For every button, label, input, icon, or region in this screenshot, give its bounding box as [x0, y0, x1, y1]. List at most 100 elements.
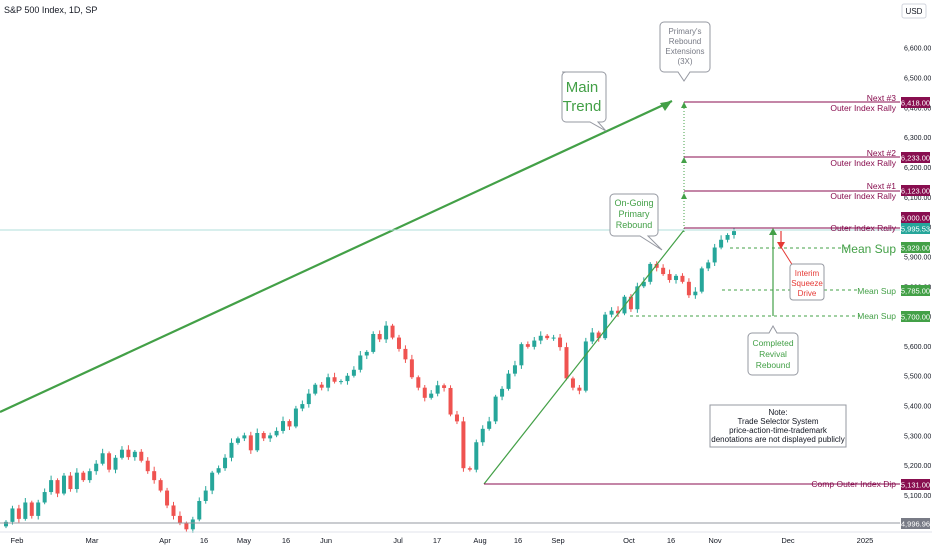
- candle-body: [570, 378, 575, 388]
- tag-6418: 6,418.00: [901, 99, 930, 108]
- candle-body: [287, 421, 292, 427]
- candle-body: [519, 344, 524, 366]
- mean-sup-5785-label: Mean Sup: [857, 286, 896, 296]
- candle-body: [184, 523, 189, 530]
- price-tick-label: 6,100.00: [904, 195, 931, 202]
- candle-body: [293, 408, 298, 427]
- candle-body: [190, 519, 195, 530]
- interim-arrowhead: [777, 242, 785, 249]
- candle-body: [654, 263, 659, 268]
- candle-body: [81, 472, 86, 481]
- candle-body: [255, 433, 260, 451]
- candle-body: [616, 310, 621, 314]
- ongoing-callout[interactable]: On-Going Primary Rebound: [609, 193, 663, 251]
- tag-5131: 5,131.00: [901, 481, 930, 490]
- candle-body: [525, 344, 530, 347]
- candle-body: [635, 286, 640, 310]
- completed-callout[interactable]: Completed Revival Rebound: [747, 324, 799, 376]
- candle-body: [345, 375, 350, 382]
- time-tick-label: Nov: [708, 536, 722, 545]
- chart-title: S&P 500 Index, 1D, SP: [4, 5, 97, 15]
- ongoing-text-1: On-Going: [614, 198, 653, 208]
- ongoing-text-3: Rebound: [616, 220, 653, 230]
- price-tick-label: 5,500.00: [904, 374, 931, 381]
- primary-ext-text-4: (3X): [677, 57, 692, 66]
- primary-ext-text-3: Extensions: [665, 47, 704, 56]
- candle-body: [661, 267, 666, 275]
- candle-body: [281, 421, 286, 431]
- candle-body: [210, 472, 215, 491]
- candle-body: [396, 337, 401, 349]
- tag-6233: 6,233.00: [901, 154, 930, 163]
- candle-body: [132, 451, 137, 458]
- next3-sub-label: Outer Index Rally: [830, 103, 896, 113]
- currency-box[interactable]: [901, 3, 927, 19]
- candle-body: [4, 521, 8, 527]
- candle-body: [667, 274, 672, 281]
- candle-body: [416, 377, 421, 388]
- candle-body: [216, 468, 221, 473]
- candle-body: [229, 442, 234, 458]
- candle-body: [268, 435, 273, 439]
- candle-body: [435, 385, 440, 394]
- time-tick-label: 16: [514, 536, 522, 545]
- time-axis[interactable]: Feb Mar Apr 16 May 16 Jun Jul 17 Aug 16 Sep Oct 16 Nov…: [11, 536, 874, 545]
- candles: [4, 228, 736, 533]
- ongoing-rebound-line[interactable]: [483, 229, 685, 485]
- candle-body: [203, 490, 208, 501]
- price-tick-label: 6,300.00: [904, 135, 931, 142]
- candle-body: [448, 387, 453, 415]
- time-tick-label: Dec: [781, 536, 795, 545]
- price-tick-label: 6,400.00: [904, 105, 931, 112]
- candle-body: [512, 365, 517, 374]
- candle-body: [165, 490, 170, 506]
- candle-body: [107, 453, 112, 470]
- extension-arrow-2: [681, 157, 687, 163]
- price-tick-label: 5,600.00: [904, 344, 931, 351]
- candle-body: [42, 492, 47, 503]
- main-trend-callout[interactable]: Main Trend: [561, 71, 607, 132]
- candle-body: [609, 310, 614, 315]
- candle-body: [139, 451, 144, 461]
- price-tick-label: 5,900.00: [904, 254, 931, 261]
- candle-body: [364, 351, 369, 356]
- interim-callout[interactable]: Interim Squeeze Drive: [789, 263, 825, 301]
- candle-body: [493, 396, 498, 422]
- note-box[interactable]: Note: Trade Selector System price-action…: [709, 404, 847, 448]
- candle-body: [390, 325, 395, 338]
- candle-body: [177, 515, 182, 524]
- price-axis[interactable]: 5,100.00 5,200.00 5,300.00 5,400.00 5,500.00…: [904, 46, 931, 500]
- candle-body: [603, 314, 608, 339]
- primary-ext-callout[interactable]: Primary's Rebound Extensions (3X): [659, 21, 711, 82]
- main-trend-line[interactable]: [0, 100, 673, 413]
- candle-body: [641, 281, 646, 287]
- time-tick-label: Sep: [551, 536, 564, 545]
- candle-body: [564, 347, 569, 379]
- tag-6123: 6,123.00: [901, 187, 930, 196]
- candle-body: [119, 449, 124, 458]
- price-tick-label: 5,200.00: [904, 463, 931, 470]
- candle-body: [583, 341, 588, 391]
- note-text-1: Note:: [768, 408, 787, 417]
- candle-body: [545, 335, 550, 339]
- candle-body: [158, 480, 163, 491]
- time-tick-label: 17: [433, 536, 441, 545]
- next3-label: Next #3: [867, 93, 897, 103]
- interim-text-1: Interim: [795, 269, 820, 278]
- extension-arrow-1: [681, 193, 687, 199]
- candle-body: [532, 340, 537, 347]
- price-tags: 6,418.00 6,233.00 6,123.00 6,000.00 5,99…: [901, 97, 930, 529]
- candle-body: [371, 333, 376, 352]
- main-trend-text-2: Trend: [563, 98, 602, 115]
- time-tick-label: Jun: [320, 536, 332, 545]
- mean-sup-5700-label: Mean Sup: [857, 311, 896, 321]
- candle-body: [61, 475, 66, 494]
- main-trend-arrowhead: [660, 101, 672, 111]
- interim-text-2: Squeeze: [791, 279, 823, 288]
- candle-body: [55, 480, 60, 494]
- price-tick-label: 5,100.00: [904, 493, 931, 500]
- candle-body: [467, 468, 472, 470]
- time-tick-label: Aug: [473, 536, 486, 545]
